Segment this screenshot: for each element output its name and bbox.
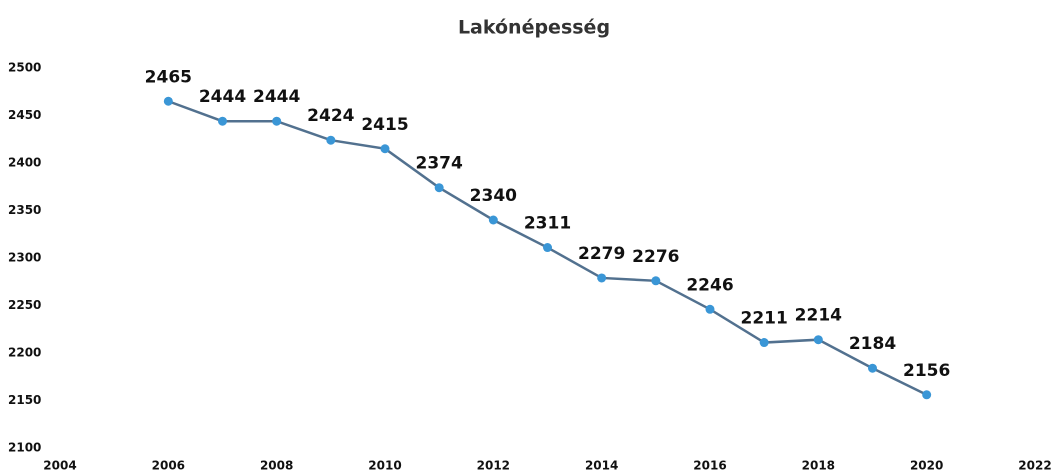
chart-title: Lakónépesség bbox=[458, 17, 610, 39]
data-label: 2374 bbox=[416, 154, 463, 174]
x-tick-label: 2012 bbox=[477, 459, 510, 473]
data-label: 2246 bbox=[686, 275, 733, 295]
point bbox=[543, 243, 552, 253]
point bbox=[651, 276, 661, 286]
point bbox=[868, 363, 877, 373]
point bbox=[326, 135, 336, 145]
y-tick-label: 2500 bbox=[8, 61, 41, 75]
x-tick-label: 2008 bbox=[260, 459, 293, 473]
y-tick-label: 2300 bbox=[8, 251, 41, 265]
data-label: 2279 bbox=[578, 244, 625, 264]
point bbox=[813, 335, 823, 345]
data-label: 2311 bbox=[524, 214, 571, 234]
point bbox=[597, 273, 607, 283]
data-label: 2340 bbox=[470, 186, 517, 206]
data-label: 2415 bbox=[361, 115, 408, 135]
x-tick-label: 2004 bbox=[43, 459, 76, 473]
point bbox=[434, 183, 444, 193]
y-tick-label: 2150 bbox=[8, 393, 41, 407]
x-tick-label: 2006 bbox=[152, 459, 185, 473]
data-label: 2184 bbox=[849, 334, 896, 354]
x-tick-label: 2014 bbox=[585, 459, 618, 473]
x-tick-label: 2018 bbox=[802, 459, 835, 473]
data-label: 2211 bbox=[741, 309, 788, 329]
point bbox=[488, 215, 498, 225]
point bbox=[705, 304, 715, 314]
y-tick-label: 2200 bbox=[8, 346, 41, 360]
point bbox=[922, 390, 932, 400]
y-tick-label: 2400 bbox=[8, 156, 41, 170]
data-label: 2214 bbox=[795, 306, 842, 326]
x-tick-label: 2020 bbox=[910, 459, 943, 473]
point bbox=[163, 96, 173, 106]
point bbox=[218, 116, 227, 126]
x-tick-label: 2016 bbox=[693, 459, 726, 473]
point bbox=[272, 116, 282, 126]
y-tick-label: 2100 bbox=[8, 441, 41, 455]
data-label: 2465 bbox=[145, 67, 192, 87]
y-tick-label: 2350 bbox=[8, 203, 41, 217]
data-label: 2156 bbox=[903, 361, 950, 381]
data-label: 2444 bbox=[253, 87, 300, 107]
x-tick-label: 2022 bbox=[1018, 459, 1051, 473]
data-label: 2424 bbox=[307, 106, 354, 126]
data-label: 2276 bbox=[632, 247, 679, 267]
point bbox=[380, 144, 390, 154]
point bbox=[759, 338, 769, 348]
x-tick-label: 2010 bbox=[368, 459, 401, 473]
data-label: 2444 bbox=[199, 87, 246, 107]
y-tick-label: 2450 bbox=[8, 108, 41, 122]
y-tick-label: 2250 bbox=[8, 298, 41, 312]
